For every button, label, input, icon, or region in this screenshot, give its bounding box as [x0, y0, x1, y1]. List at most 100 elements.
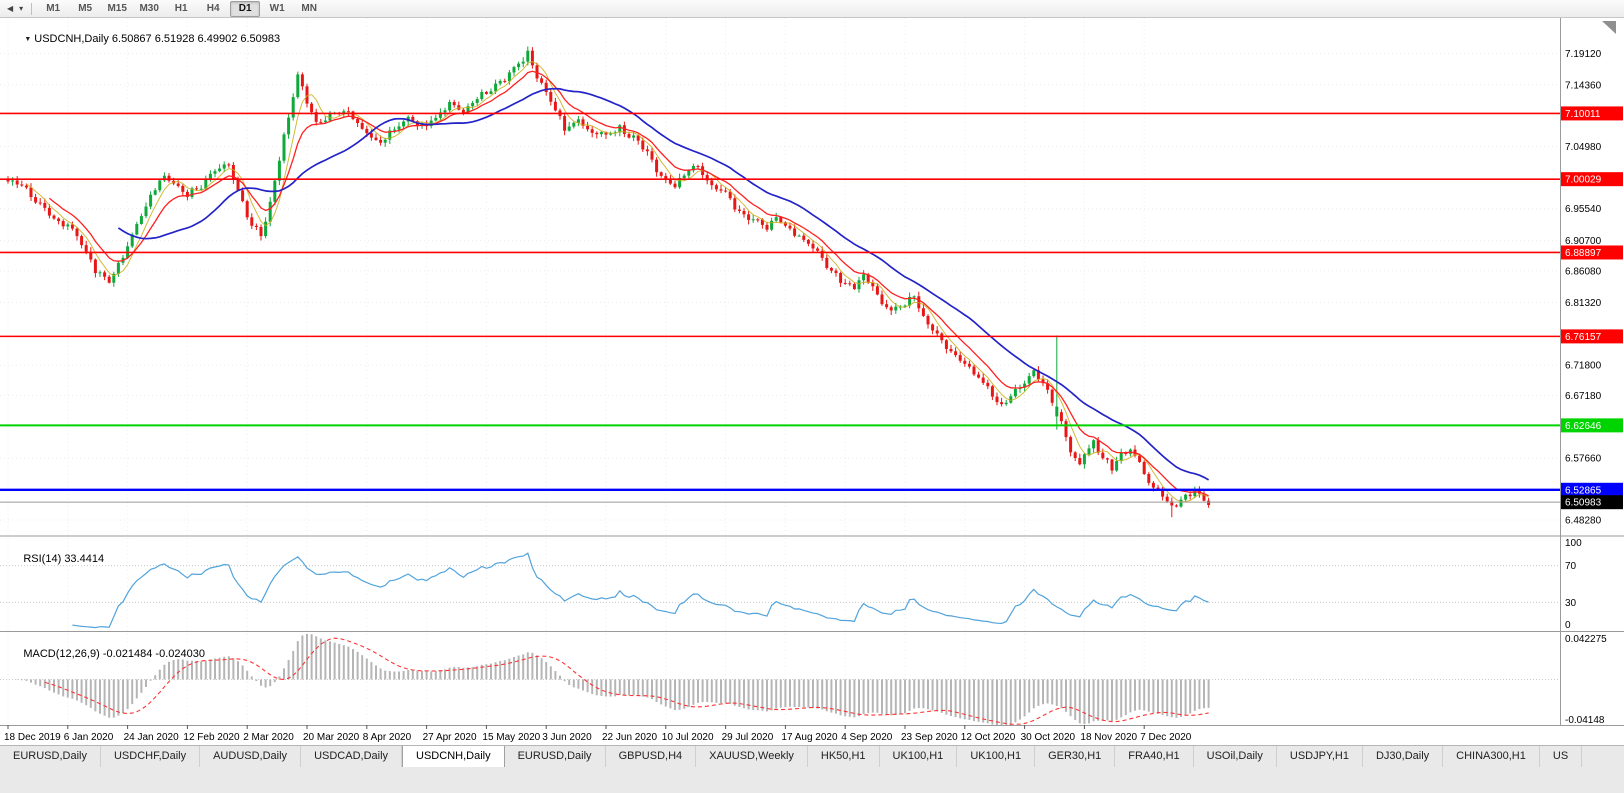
timeframe-button-m30[interactable]: M30 — [139, 2, 159, 14]
chart-tabs-bar: EURUSD,Daily USDCHF,Daily AUDUSD,Daily USDC… — [0, 745, 1624, 767]
svg-text:10 Jul 2020: 10 Jul 2020 — [662, 732, 714, 743]
svg-text:17 Aug 2020: 17 Aug 2020 — [781, 732, 838, 743]
svg-text:23 Sep 2020: 23 Sep 2020 — [901, 732, 958, 743]
svg-text:4 Sep 2020: 4 Sep 2020 — [841, 732, 893, 743]
svg-text:7 Dec 2020: 7 Dec 2020 — [1140, 732, 1192, 743]
rsi-line — [72, 552, 1209, 629]
svg-text:30: 30 — [1565, 598, 1577, 609]
svg-text:6.52865: 6.52865 — [1565, 485, 1602, 496]
macd-signal-line — [44, 637, 1209, 725]
symbol-name: USDCNH,Daily — [34, 33, 109, 45]
svg-text:18 Dec 2019: 18 Dec 2019 — [4, 732, 61, 743]
window-bottom-strip — [0, 767, 1624, 793]
price-chart-svg[interactable]: 7.19120 7.14360 7.04980 6.95540 6.90700 6.860… — [0, 18, 1624, 745]
timeframe-button-h4[interactable]: H4 — [206, 2, 220, 14]
timeframe-button-w1[interactable]: W1 — [269, 2, 285, 14]
ohlc-values: 6.50867 6.51928 6.49902 6.50983 — [111, 33, 281, 45]
chart-tab-usdjpy-h1[interactable]: USDJPY,H1 — [1277, 746, 1363, 767]
svg-text:12 Oct 2020: 12 Oct 2020 — [961, 732, 1016, 743]
chart-tab-audusd-daily[interactable]: AUDUSD,Daily — [200, 746, 302, 767]
svg-text:15 May 2020: 15 May 2020 — [482, 732, 540, 743]
svg-text:2 Mar 2020: 2 Mar 2020 — [243, 732, 294, 743]
grid — [0, 18, 1560, 725]
rsi-name: RSI(14) — [23, 553, 62, 565]
chart-tab-uk100-h1[interactable]: UK100,H1 — [957, 746, 1036, 767]
svg-text:7.19120: 7.19120 — [1565, 49, 1602, 60]
chart-shift-marker[interactable] — [1602, 21, 1616, 34]
price-badge-7.00029: 7.00029 — [1561, 172, 1623, 187]
timeframe-button-m5[interactable]: M5 — [78, 2, 93, 14]
svg-text:6.67180: 6.67180 — [1565, 391, 1602, 402]
chart-tab-usdchf-daily[interactable]: USDCHF,Daily — [101, 746, 201, 767]
macd-indicator-label: MACD(12,26,9) -0.021484 -0.024030 — [5, 636, 205, 672]
svg-text:7.00029: 7.00029 — [1565, 175, 1602, 186]
svg-text:6.95540: 6.95540 — [1565, 204, 1602, 215]
timeframe-button-h1[interactable]: H1 — [174, 2, 188, 14]
chart-tab-eurusd-daily[interactable]: EURUSD,Daily — [0, 746, 101, 767]
svg-text:6.62646: 6.62646 — [1565, 421, 1602, 432]
timeframe-button-m1[interactable]: M1 — [46, 2, 61, 14]
svg-text:6.90700: 6.90700 — [1565, 236, 1602, 247]
svg-text:20 Mar 2020: 20 Mar 2020 — [303, 732, 360, 743]
ma-red-line — [48, 70, 1209, 497]
timeframe-toolbar: M1 M5 M15 M30 H1 H4 D1 W1 MN — [37, 0, 325, 17]
svg-text:30 Oct 2020: 30 Oct 2020 — [1021, 732, 1076, 743]
svg-text:29 Jul 2020: 29 Jul 2020 — [722, 732, 774, 743]
price-badge-7.10011: 7.10011 — [1561, 106, 1623, 121]
chart-tab-eurusd-daily[interactable]: EURUSD,Daily — [505, 746, 606, 767]
price-badges: 7.10011 7.00029 6.88897 6.76157 6.62646 6.528… — [1561, 106, 1623, 510]
chart-tab-uk100-h1[interactable]: UK100,H1 — [880, 746, 958, 767]
macd-panel: 0.042275 -0.04148 — [0, 633, 1607, 726]
svg-text:0.042275: 0.042275 — [1565, 634, 1607, 645]
chart-tab-usdcnh-daily[interactable]: USDCNH,Daily — [402, 746, 505, 767]
chart-window: 7.19120 7.14360 7.04980 6.95540 6.90700 6.860… — [0, 18, 1624, 745]
svg-text:6.57660: 6.57660 — [1565, 454, 1602, 465]
top-toolbar: ◀ ▾ M1 M5 M15 M30 H1 H4 D1 W1 MN — [0, 0, 1624, 18]
chart-tab-ger30-h1[interactable]: GER30,H1 — [1035, 746, 1116, 767]
macd-values: -0.021484 -0.024030 — [102, 648, 205, 660]
svg-text:6.76157: 6.76157 — [1565, 332, 1602, 343]
symbol-ohlc-label: ▼ USDCNH,Daily 6.50867 6.51928 6.49902 6.… — [6, 21, 280, 57]
svg-text:0: 0 — [1565, 620, 1571, 631]
chart-tab-dj30-daily[interactable]: DJ30,Daily — [1363, 746, 1444, 767]
svg-text:6.86080: 6.86080 — [1565, 267, 1602, 278]
svg-text:24 Jan 2020: 24 Jan 2020 — [124, 732, 179, 743]
price-badge-6.76157: 6.76157 — [1561, 329, 1623, 344]
symbol-collapse-icon[interactable]: ▼ — [24, 36, 32, 43]
toolbar-back-arrow-icon[interactable]: ◀ — [7, 3, 14, 13]
chart-tab-usdcad-daily[interactable]: USDCAD,Daily — [301, 746, 403, 767]
price-badge-6.62646: 6.62646 — [1561, 418, 1623, 433]
price-badge-6.50983: 6.50983 — [1561, 495, 1623, 510]
ma-yellow-line — [26, 61, 1209, 503]
price-badge-6.52865: 6.52865 — [1561, 482, 1623, 497]
chart-tab-us[interactable]: US — [1540, 746, 1583, 767]
toolbar-dropdown-icon[interactable]: ▾ — [19, 3, 24, 13]
level-lines — [0, 112, 1560, 503]
toolbar-separator — [31, 2, 33, 15]
price-badge-6.88897: 6.88897 — [1561, 245, 1623, 260]
svg-text:70: 70 — [1565, 561, 1577, 572]
svg-text:6.48280: 6.48280 — [1565, 515, 1602, 526]
svg-text:100: 100 — [1565, 538, 1582, 549]
svg-text:6 Jan 2020: 6 Jan 2020 — [64, 732, 114, 743]
candles — [6, 46, 1211, 518]
chart-tab-usoil-daily[interactable]: USOil,Daily — [1194, 746, 1277, 767]
timeframe-button-mn[interactable]: MN — [301, 2, 317, 14]
svg-text:7.04980: 7.04980 — [1565, 142, 1602, 153]
chart-tab-china300-h1[interactable]: CHINA300,H1 — [1443, 746, 1540, 767]
svg-text:3 Jun 2020: 3 Jun 2020 — [542, 732, 592, 743]
svg-text:6.71800: 6.71800 — [1565, 361, 1602, 372]
svg-text:6.81320: 6.81320 — [1565, 298, 1602, 309]
svg-text:6.88897: 6.88897 — [1565, 248, 1602, 259]
timeframe-button-d1[interactable]: D1 — [230, 0, 261, 17]
chart-tab-xauusd-weekly[interactable]: XAUUSD,Weekly — [696, 746, 808, 767]
svg-text:7.10011: 7.10011 — [1565, 109, 1601, 120]
svg-text:18 Nov 2020: 18 Nov 2020 — [1080, 732, 1137, 743]
timeframe-button-m15[interactable]: M15 — [107, 2, 127, 14]
svg-text:8 Apr 2020: 8 Apr 2020 — [363, 732, 412, 743]
svg-text:12 Feb 2020: 12 Feb 2020 — [183, 732, 240, 743]
chart-tab-hk50-h1[interactable]: HK50,H1 — [808, 746, 880, 767]
chart-tab-gbpusd-h4[interactable]: GBPUSD,H4 — [606, 746, 697, 767]
chart-tab-fra40-h1[interactable]: FRA40,H1 — [1115, 746, 1194, 767]
